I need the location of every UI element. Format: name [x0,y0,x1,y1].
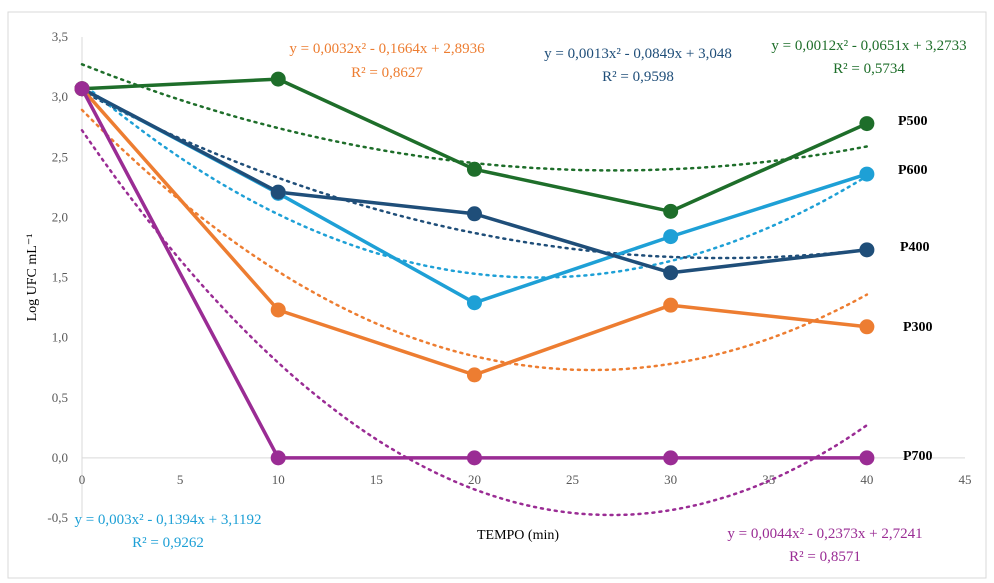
data-point-p600 [663,229,679,245]
trendline-p600 [80,81,869,279]
y-tick-label: 0,5 [52,390,68,405]
y-tick-label: -0,5 [47,510,68,525]
x-tick-label: 40 [860,472,873,487]
x-tick-label: 15 [370,472,383,487]
trend-r2-p300: R² = 0,8627 [351,65,423,81]
trend-equation-p700: y = 0,0044x² - 0,2373x + 2,7241 [727,526,922,542]
x-tick-label: 35 [762,472,775,487]
data-point-p300 [466,367,482,383]
data-point-p700 [466,450,482,466]
trend-r2-p400: R² = 0,9598 [602,69,674,85]
data-point-p500 [270,71,286,87]
trendline-p300 [80,108,869,372]
y-tick-label: 2,0 [52,209,68,224]
data-point-p500 [466,161,482,177]
trend-r2-p600: R² = 0,9262 [132,535,204,551]
x-tick-label: 30 [664,472,677,487]
x-tick-label: 20 [468,472,481,487]
x-tick-label: 0 [79,472,86,487]
series-label-p600: P600 [898,163,928,178]
data-point-p500 [663,203,679,219]
trend-r2-p700: R² = 0,8571 [789,549,861,565]
y-tick-label: 3,5 [52,29,68,44]
y-tick-label: 0,0 [52,450,68,465]
y-tick-label: 3,0 [52,89,68,104]
trend-equation-p500: y = 0,0012x² - 0,0651x + 3,2733 [771,38,966,54]
x-tick-label: 45 [959,472,972,487]
data-point-p400 [466,206,482,222]
x-axis-title: TEMPO (min) [477,528,559,543]
data-point-p500 [859,116,875,132]
data-point-p700 [663,450,679,466]
series-label-p300: P300 [903,320,933,335]
data-point-p600 [466,295,482,311]
data-point-p700 [74,81,90,97]
data-point-p300 [663,297,679,313]
y-tick-label: 1,5 [52,270,68,285]
trend-equation-p300: y = 0,0032x² - 0,1664x + 2,8936 [289,41,485,57]
series-label-p700: P700 [903,449,933,464]
trend-equation-p400: y = 0,0013x² - 0,0849x + 3,048 [544,46,732,62]
y-tick-label: 2,5 [52,149,68,164]
x-tick-label: 10 [272,472,285,487]
series-label-p500: P500 [898,114,928,129]
data-point-p400 [859,242,875,258]
data-point-p400 [270,184,286,200]
x-tick-label: 25 [566,472,579,487]
trend-r2-p500: R² = 0,5734 [833,61,905,77]
data-point-p600 [859,166,875,182]
data-point-p300 [270,302,286,318]
y-tick-label: 1,0 [52,330,68,345]
trendline-p400 [80,90,869,260]
series-label-p400: P400 [900,240,930,255]
axes-layer: 0 5 10 15 20 25 30 35 40 45 -0,5 0,0 0,5 1,0 1,5 2,0 2,5… [25,29,972,543]
y-axis-title: Log UFC mL⁻¹ [25,234,40,322]
data-point-p300 [859,319,875,335]
data-point-p400 [663,265,679,281]
data-point-p700 [859,450,875,466]
data-point-p700 [270,450,286,466]
trend-equation-p600: y = 0,003x² - 0,1394x + 3,1192 [74,512,261,528]
x-tick-label: 5 [177,472,184,487]
trendline-p700 [80,129,869,517]
labels-layer: P500 P600 P400 P300 P700 y = 0,0012x² - 0,065… [74,38,966,565]
series-layer [74,71,875,466]
